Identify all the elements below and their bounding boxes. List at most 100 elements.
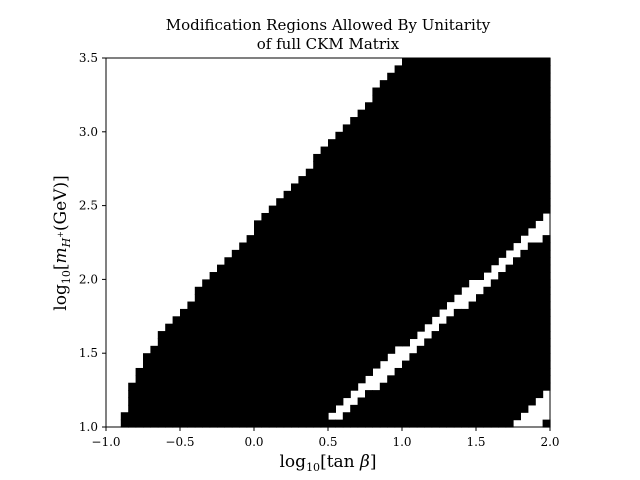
heatmap-cell bbox=[520, 382, 529, 391]
heatmap-cell bbox=[187, 397, 196, 406]
heatmap-cell bbox=[439, 124, 447, 133]
heatmap-cell bbox=[150, 404, 159, 413]
heatmap-cell bbox=[217, 338, 225, 347]
heatmap-cell bbox=[431, 198, 440, 207]
heatmap-cell bbox=[402, 87, 410, 96]
heatmap-cell bbox=[461, 419, 470, 428]
heatmap-cell bbox=[276, 404, 285, 413]
heatmap-cell bbox=[520, 316, 529, 325]
heatmap-cell bbox=[224, 367, 233, 376]
heatmap-cell bbox=[513, 404, 521, 413]
heatmap-cell bbox=[461, 242, 470, 251]
heatmap-cell bbox=[365, 323, 373, 332]
heatmap-cell bbox=[431, 249, 440, 258]
heatmap-cell bbox=[402, 242, 410, 251]
heatmap-cell bbox=[254, 286, 262, 295]
heatmap-cell bbox=[165, 331, 174, 340]
heatmap-cell bbox=[468, 168, 477, 177]
heatmap-cell bbox=[535, 301, 544, 310]
heatmap-cell bbox=[490, 235, 499, 244]
heatmap-cell bbox=[453, 338, 462, 347]
heatmap-cell bbox=[468, 220, 477, 229]
heatmap-cell bbox=[476, 338, 484, 347]
heatmap-cell bbox=[402, 94, 410, 103]
heatmap-cell bbox=[268, 390, 277, 399]
heatmap-cell bbox=[542, 58, 551, 66]
heatmap-cell bbox=[180, 316, 188, 325]
heatmap-cell bbox=[320, 286, 329, 295]
heatmap-cell bbox=[409, 286, 418, 295]
heatmap-cell bbox=[468, 323, 477, 332]
heatmap-cell bbox=[513, 331, 521, 340]
heatmap-cell bbox=[283, 397, 292, 406]
heatmap-cell bbox=[476, 257, 484, 266]
heatmap-cell bbox=[409, 294, 418, 303]
heatmap-cell bbox=[446, 190, 455, 199]
heatmap-cell bbox=[187, 331, 196, 340]
heatmap-cell bbox=[387, 382, 396, 391]
heatmap-cell bbox=[498, 146, 507, 155]
heatmap-cell bbox=[490, 286, 499, 295]
heatmap-cell bbox=[490, 249, 499, 258]
heatmap-cell bbox=[387, 279, 396, 288]
heatmap-cell bbox=[520, 257, 529, 266]
heatmap-cell bbox=[328, 375, 336, 384]
heatmap-cell bbox=[372, 249, 381, 258]
heatmap-cell bbox=[431, 301, 440, 310]
heatmap-cell bbox=[268, 353, 277, 362]
heatmap-cell bbox=[209, 323, 218, 332]
heatmap-cell bbox=[416, 87, 425, 96]
heatmap-cell bbox=[224, 404, 233, 413]
heatmap-cell bbox=[128, 412, 137, 421]
heatmap-cell bbox=[446, 176, 455, 185]
heatmap-cell bbox=[527, 87, 536, 96]
heatmap-cell bbox=[409, 360, 418, 369]
heatmap-cell bbox=[328, 176, 336, 185]
heatmap-cell bbox=[202, 412, 211, 421]
heatmap-cell bbox=[328, 404, 336, 413]
heatmap-cell bbox=[439, 168, 447, 177]
heatmap-cell bbox=[217, 404, 225, 413]
heatmap-cell bbox=[305, 242, 314, 251]
heatmap-cell bbox=[276, 419, 285, 428]
heatmap-cell bbox=[313, 419, 322, 428]
heatmap-cell bbox=[342, 168, 351, 177]
heatmap-cell bbox=[453, 190, 462, 199]
heatmap-cell bbox=[527, 161, 536, 170]
heatmap-cell bbox=[498, 367, 507, 376]
heatmap-cell bbox=[416, 382, 425, 391]
heatmap-cell bbox=[305, 205, 314, 214]
heatmap-cell bbox=[150, 360, 159, 369]
heatmap-cell bbox=[350, 316, 359, 325]
heatmap-cell bbox=[453, 139, 462, 148]
heatmap-cell bbox=[527, 72, 536, 81]
heatmap-cell bbox=[513, 153, 521, 162]
heatmap-cell bbox=[439, 242, 447, 251]
heatmap-cell bbox=[261, 404, 270, 413]
heatmap-cell bbox=[254, 367, 262, 376]
heatmap-cell bbox=[268, 375, 277, 384]
heatmap-cell bbox=[387, 390, 396, 399]
heatmap-cell bbox=[483, 190, 492, 199]
heatmap-cell bbox=[194, 360, 203, 369]
heatmap-cell bbox=[298, 419, 307, 428]
heatmap-cell bbox=[231, 308, 240, 317]
heatmap-cell bbox=[379, 419, 388, 428]
heatmap-cell bbox=[298, 279, 307, 288]
heatmap-cell bbox=[313, 220, 322, 229]
heatmap-cell bbox=[490, 279, 499, 288]
heatmap-cell bbox=[461, 72, 470, 81]
heatmap-cell bbox=[424, 58, 433, 66]
heatmap-cell bbox=[224, 375, 233, 384]
heatmap-cell bbox=[379, 146, 388, 155]
heatmap-cell bbox=[328, 286, 336, 295]
heatmap-cell bbox=[335, 272, 344, 280]
heatmap-cell bbox=[520, 360, 529, 369]
heatmap-cell bbox=[409, 124, 418, 133]
heatmap-cell bbox=[476, 419, 484, 428]
heatmap-cell bbox=[357, 161, 366, 170]
heatmap-cell bbox=[217, 301, 225, 310]
heatmap-cell bbox=[468, 257, 477, 266]
heatmap-cell bbox=[535, 272, 544, 280]
heatmap-cell bbox=[490, 301, 499, 310]
